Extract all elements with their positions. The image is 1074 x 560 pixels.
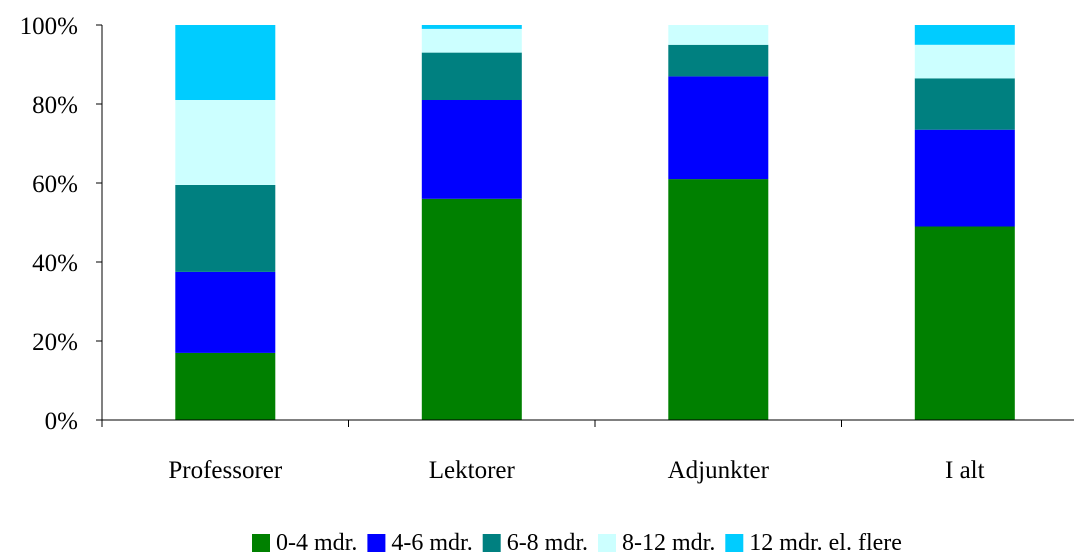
bar-segment-lektorer-4 [421, 25, 522, 29]
bar-segment-i-alt-0 [914, 226, 1015, 420]
legend-label-4: 12 mdr. el. flere [749, 530, 902, 556]
y-tick-label: 100% [20, 13, 78, 40]
y-tick-label: 0% [45, 408, 78, 435]
legend-swatch-4 [725, 534, 744, 552]
bar-segment-lektorer-3 [421, 28, 522, 53]
bar-segment-lektorer-0 [421, 198, 522, 420]
x-tick-label: Lektorer [429, 457, 516, 484]
legend-label-2: 6-8 mdr. [507, 530, 588, 556]
bar-segment-lektorer-1 [421, 100, 522, 199]
bar-segment-adjunkter-3 [668, 25, 769, 45]
x-tick-label: Professorer [168, 457, 283, 484]
legend-swatch-1 [367, 534, 386, 552]
y-tick-label: 80% [32, 92, 78, 119]
legend: 0-4 mdr. 4-6 mdr. 6-8 mdr. 8-12 mdr. 12 mdr.… [252, 530, 902, 556]
bar-segment-professorer-1 [175, 271, 276, 353]
legend-label-3: 8-12 mdr. [622, 530, 715, 556]
bar-segment-professorer-0 [175, 352, 276, 420]
bar-segment-i-alt-3 [914, 44, 1015, 79]
axes-layer: Professorer Lektorer Adjunkter I alt 0% 20% 40… [20, 13, 1074, 484]
y-tick-label: 40% [32, 250, 78, 277]
bar-segment-adjunkter-2 [668, 44, 769, 77]
x-tick-label: I alt [945, 457, 985, 484]
x-tick-label: Adjunkter [668, 457, 770, 484]
bar-segment-i-alt-1 [914, 129, 1015, 227]
bar-segment-adjunkter-1 [668, 76, 769, 180]
legend-label-0: 0-4 mdr. [276, 530, 357, 556]
bar-segment-professorer-2 [175, 185, 276, 272]
bar-segment-i-alt-2 [914, 78, 1015, 130]
bar-segment-professorer-3 [175, 100, 276, 185]
bar-segment-adjunkter-0 [668, 179, 769, 420]
bar-segment-professorer-4 [175, 25, 276, 100]
legend-swatch-3 [598, 534, 616, 552]
y-tick-label: 60% [32, 171, 78, 198]
legend-swatch-0 [252, 534, 270, 552]
legend-label-1: 4-6 mdr. [391, 530, 472, 556]
bar-segment-i-alt-4 [914, 25, 1015, 45]
bars-layer [175, 25, 1015, 420]
bar-segment-lektorer-2 [421, 52, 522, 100]
legend-swatch-2 [482, 534, 501, 552]
y-tick-label: 20% [32, 329, 78, 356]
